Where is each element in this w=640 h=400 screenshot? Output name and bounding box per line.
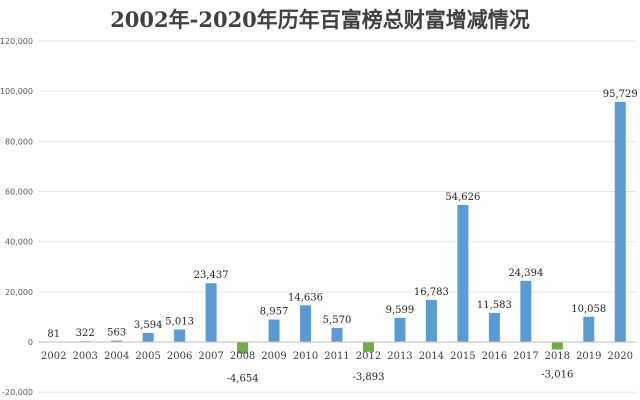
x-tick-label: 2002 — [41, 351, 66, 362]
bar — [331, 328, 343, 342]
x-tick-label: 2020 — [608, 351, 633, 362]
data-label: 5,570 — [323, 315, 352, 326]
data-label: 11,583 — [477, 300, 512, 311]
bar — [237, 342, 249, 354]
y-tick-label: 80,000 — [5, 137, 33, 146]
data-label: 10,058 — [571, 304, 606, 315]
x-tick-label: 2004 — [104, 351, 129, 362]
chart-title: 2002年-2020年历年百富榜总财富增减情况 — [110, 7, 530, 32]
bar — [394, 317, 406, 342]
bar — [174, 329, 186, 342]
data-label: 54,626 — [445, 192, 480, 203]
bar — [457, 204, 469, 342]
data-label: 23,437 — [194, 270, 229, 281]
y-tick-label: 60,000 — [5, 188, 33, 197]
y-tick-label: 100,000 — [0, 87, 33, 96]
y-tick-label: 40,000 — [5, 238, 33, 247]
bar — [268, 319, 280, 342]
x-tick-label: 2012 — [356, 351, 381, 362]
data-label: 24,394 — [508, 268, 543, 279]
x-tick-label: 2015 — [450, 351, 475, 362]
data-label: 5,013 — [165, 316, 194, 327]
bar — [362, 342, 374, 352]
data-label: 9,599 — [386, 305, 415, 316]
y-tick-label: -20,000 — [2, 388, 33, 397]
x-tick-label: 2019 — [576, 351, 601, 362]
x-tick-label: 2009 — [261, 351, 286, 362]
x-tick-label: 2006 — [167, 351, 192, 362]
bar — [142, 332, 154, 342]
y-tick-label: 0 — [28, 338, 33, 347]
bar — [425, 299, 437, 342]
x-tick-label: 2013 — [387, 351, 412, 362]
x-tick-label: 2017 — [513, 351, 538, 362]
bar — [614, 101, 626, 342]
data-label: 95,729 — [603, 89, 638, 100]
data-label: -3,016 — [541, 370, 573, 381]
data-label: 8,957 — [260, 307, 289, 318]
bar — [300, 305, 312, 342]
data-label: -3,893 — [352, 372, 384, 383]
bar — [520, 280, 532, 342]
y-tick-label: 120,000 — [0, 37, 33, 46]
data-label: 3,594 — [134, 320, 163, 331]
y-tick-label: 20,000 — [5, 288, 33, 297]
bar — [551, 342, 563, 350]
bar — [111, 340, 123, 342]
bar — [205, 283, 217, 342]
data-label: 14,636 — [288, 292, 323, 303]
data-label: 16,783 — [414, 287, 449, 298]
x-tick-label: 2018 — [545, 351, 570, 362]
x-tick-label: 2011 — [324, 351, 349, 362]
x-tick-label: 2003 — [72, 351, 97, 362]
x-tick-label: 2005 — [135, 351, 160, 362]
bar — [488, 312, 500, 342]
x-tick-label: 2010 — [293, 351, 318, 362]
data-label: -4,654 — [227, 374, 259, 385]
x-tick-label: 2007 — [198, 351, 223, 362]
x-tick-label: 2016 — [482, 351, 507, 362]
data-label: 322 — [76, 328, 95, 339]
bar — [583, 316, 595, 342]
x-tick-label: 2014 — [419, 351, 444, 362]
data-label: 81 — [47, 329, 60, 340]
x-tick-label: 2008 — [230, 351, 255, 362]
data-label: 563 — [107, 328, 126, 339]
